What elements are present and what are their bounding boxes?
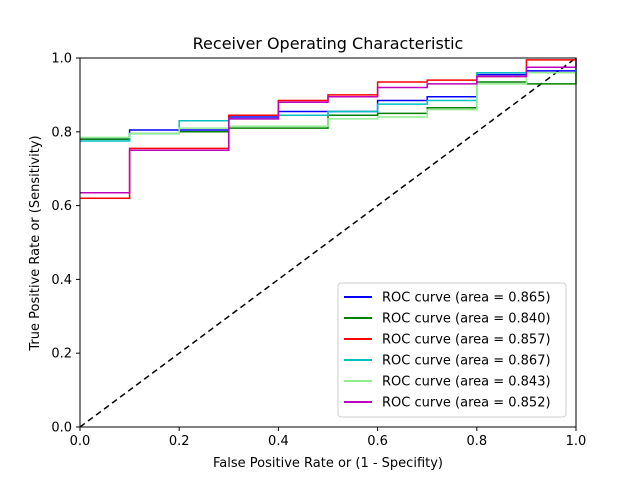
series-line-5 xyxy=(80,58,577,194)
plot-frame xyxy=(79,57,577,428)
x-tick-label: 0.8 xyxy=(466,434,487,449)
legend-entry-2: ROC curve (area = 0.857) xyxy=(382,333,551,348)
legend-entry-0: ROC curve (area = 0.865) xyxy=(382,291,551,306)
y-tick-label: 0.4 xyxy=(51,273,72,288)
chart-title: Receiver Operating Characteristic xyxy=(193,34,464,53)
y-axis-ticks: 0.0 0.2 0.4 0.6 0.8 1.0 xyxy=(51,52,80,436)
legend-box xyxy=(337,282,567,418)
x-axis-ticks: 0.0 0.2 0.4 0.6 0.8 1.0 xyxy=(70,427,587,449)
y-axis-label: True Positive Rate or (Sensitivity) xyxy=(28,135,43,351)
chance-diagonal-line xyxy=(79,57,577,428)
y-tick-label: 0.0 xyxy=(51,421,72,436)
plot-area xyxy=(79,57,577,428)
y-tick-label: 0.8 xyxy=(51,125,72,140)
x-axis-label: False Positive Rate or (1 - Specifity) xyxy=(213,456,443,471)
legend-entry-4: ROC curve (area = 0.843) xyxy=(382,375,551,390)
series-line-4 xyxy=(80,58,577,139)
x-tick-label: 1.0 xyxy=(566,434,587,449)
x-tick-label: 0.0 xyxy=(70,434,91,449)
x-tick-label: 0.2 xyxy=(169,434,190,449)
legend: ROC curve (area = 0.865) ROC curve (area … xyxy=(337,282,567,418)
legend-entry-3: ROC curve (area = 0.867) xyxy=(382,354,551,369)
y-tick-label: 0.6 xyxy=(51,199,72,214)
x-tick-label: 0.6 xyxy=(367,434,388,449)
y-tick-label: 0.2 xyxy=(51,347,72,362)
legend-entry-1: ROC curve (area = 0.840) xyxy=(382,312,551,327)
x-tick-label: 0.4 xyxy=(268,434,289,449)
y-tick-label: 1.0 xyxy=(51,52,72,67)
legend-entry-5: ROC curve (area = 0.852) xyxy=(382,396,551,411)
